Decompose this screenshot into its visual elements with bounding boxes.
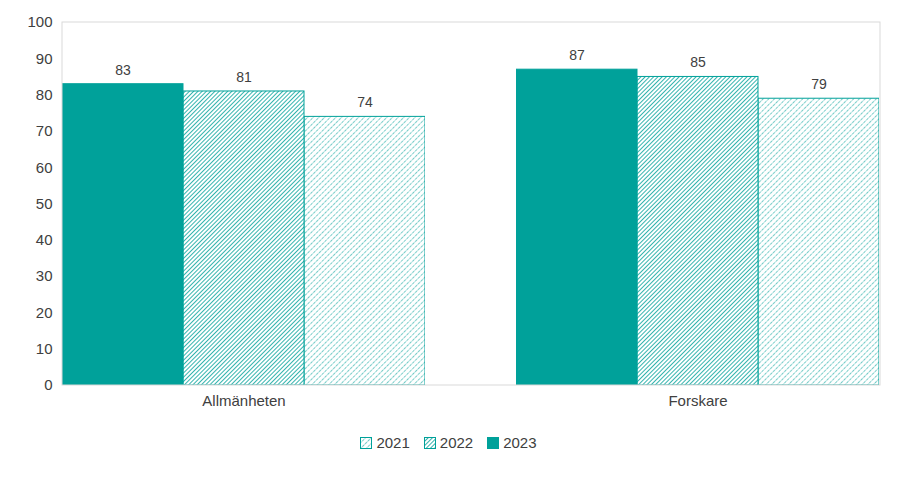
svg-text:Allmänheten: Allmänheten bbox=[202, 392, 285, 409]
svg-text:20: 20 bbox=[36, 304, 53, 321]
svg-text:Forskare: Forskare bbox=[668, 392, 727, 409]
svg-text:81: 81 bbox=[236, 69, 252, 85]
svg-text:90: 90 bbox=[36, 50, 53, 67]
svg-text:85: 85 bbox=[690, 54, 706, 70]
svg-text:40: 40 bbox=[36, 231, 53, 248]
svg-text:50: 50 bbox=[36, 195, 53, 212]
html-text:2023: 2023 bbox=[503, 434, 537, 451]
svg-text:80: 80 bbox=[36, 86, 53, 103]
svg-text:30: 30 bbox=[36, 267, 53, 284]
svg-text:74: 74 bbox=[357, 94, 373, 110]
svg-text:100: 100 bbox=[27, 13, 52, 30]
svg-text:10: 10 bbox=[36, 340, 53, 357]
svg-text:79: 79 bbox=[811, 76, 827, 92]
svg-text:0: 0 bbox=[44, 376, 52, 393]
svg-text:83: 83 bbox=[115, 62, 131, 78]
svg-text:70: 70 bbox=[36, 122, 53, 139]
html-text:2021: 2021 bbox=[376, 434, 410, 451]
svg-text:60: 60 bbox=[36, 159, 53, 176]
svg-text:87: 87 bbox=[569, 47, 585, 63]
html-text:2022: 2022 bbox=[439, 434, 474, 451]
